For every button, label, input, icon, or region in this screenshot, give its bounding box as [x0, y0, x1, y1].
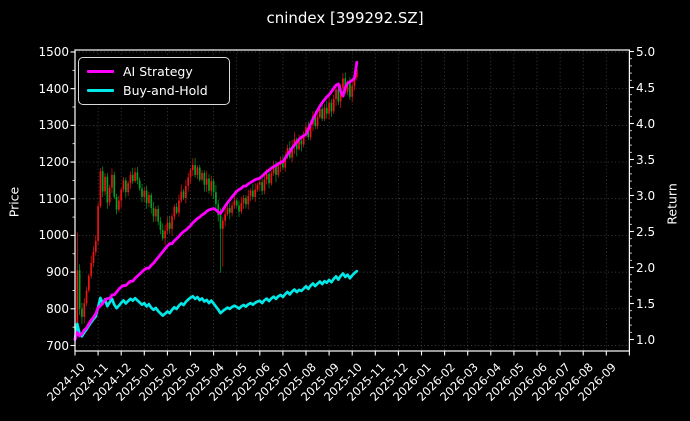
y-tick-label: 1100: [38, 191, 69, 206]
legend-label: AI Strategy: [123, 64, 193, 79]
y-tick-label: 3.0: [636, 188, 656, 203]
y-tick-label: 1.5: [636, 296, 656, 311]
left-axis-label: Price: [6, 186, 22, 218]
y-tick-label: 3.5: [636, 152, 656, 167]
y-tick-label: 1400: [38, 81, 69, 96]
y-tick-label: 1200: [38, 155, 69, 170]
y-tick-label: 1000: [38, 228, 69, 243]
y-tick-label: 800: [46, 301, 69, 316]
chart-title: cnindex [399292.SZ]: [266, 9, 424, 27]
legend: AI Strategy Buy-and-Hold: [78, 57, 230, 105]
y-tick-label: 700: [46, 338, 69, 353]
legend-label: Buy-and-Hold: [123, 83, 208, 98]
buy-and-hold-line-swatch: [87, 88, 114, 93]
y-tick-label: 2.0: [636, 260, 656, 275]
y-tick-label: 5.0: [636, 44, 656, 59]
legend-item-buy-and-hold: Buy-and-Hold: [79, 84, 229, 97]
y-tick-label: 900: [46, 265, 69, 280]
y-tick-label: 1.0: [636, 332, 656, 347]
legend-item-ai-strategy: AI Strategy: [79, 65, 229, 78]
y-tick-label: 1500: [38, 44, 69, 59]
y-tick-label: 1300: [38, 118, 69, 133]
y-tick-label: 4.0: [636, 116, 656, 131]
ai-strategy-line-swatch: [87, 69, 114, 74]
y-tick-label: 4.5: [636, 80, 656, 95]
y-tick-label: 2.5: [636, 224, 656, 239]
